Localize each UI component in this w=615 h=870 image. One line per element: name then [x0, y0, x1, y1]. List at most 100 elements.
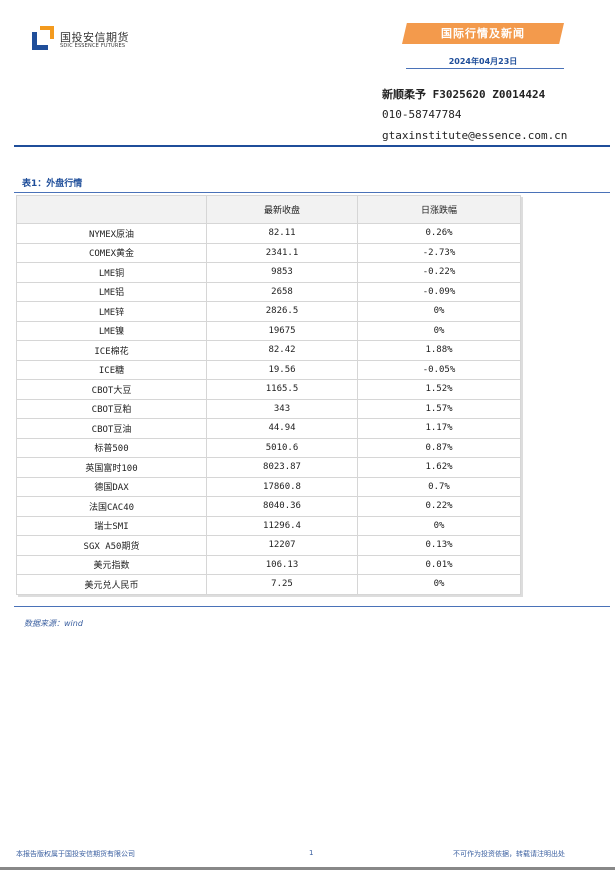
latest-close: 2826.5	[206, 301, 358, 322]
latest-close: 5010.6	[206, 437, 358, 458]
daily-change: 0.7%	[357, 476, 521, 497]
latest-close: 82.11	[206, 223, 358, 244]
daily-change: 0%	[357, 301, 521, 322]
daily-change: 0%	[357, 574, 521, 595]
latest-close: 106.13	[206, 554, 358, 575]
contact-phone: 010-58747784	[382, 108, 462, 121]
table-row: NYMEX原油 82.11 0.26%	[16, 223, 521, 244]
market-table: 最新收盘 日涨跌幅 NYMEX原油 82.11 0.26% COMEX黄金 2341.1…	[16, 195, 521, 595]
daily-change: 0%	[357, 515, 521, 536]
table-row: 标普500 5010.6 0.87%	[16, 437, 521, 458]
footer-rule	[0, 867, 615, 870]
table-title: 表1：外盘行情	[22, 179, 83, 189]
footer-copyright: 本报告版权属于国投安信期货有限公司	[16, 850, 135, 858]
contact-email[interactable]: gtaxinstitute@essence.com.cn	[382, 129, 568, 142]
instrument-name: 德国DAX	[16, 476, 207, 497]
table-row: LME铜 9853 -0.22%	[16, 262, 521, 283]
instrument-name: 标普500	[16, 437, 207, 458]
analyst-info: 新顺柔予 F3025620 Z0014424	[382, 88, 546, 101]
daily-change: 1.88%	[357, 340, 521, 361]
instrument-name: LME铝	[16, 281, 207, 302]
column-header-close: 最新收盘	[206, 195, 358, 224]
table-row: SGX A50期货 12207 0.13%	[16, 535, 521, 556]
latest-close: 343	[206, 398, 358, 419]
table-row: 美元兑人民币 7.25 0%	[16, 574, 521, 595]
table-row: LME镍 19675 0%	[16, 320, 521, 341]
table-bottom-rule	[14, 606, 610, 607]
daily-change: 0.26%	[357, 223, 521, 244]
latest-close: 12207	[206, 535, 358, 556]
latest-close: 7.25	[206, 574, 358, 595]
logo-text-cn: 国投安信期货	[60, 31, 129, 44]
instrument-name: 瑞士SMI	[16, 515, 207, 536]
daily-change: -0.05%	[357, 359, 521, 380]
daily-change: 0.22%	[357, 496, 521, 517]
instrument-name: 美元兑人民币	[16, 574, 207, 595]
table-row: CBOT豆油 44.94 1.17%	[16, 418, 521, 439]
company-logo: 国投安信期货 SDIC ESSENCE FUTURES	[32, 26, 142, 54]
instrument-name: 美元指数	[16, 554, 207, 575]
instrument-name: LME锌	[16, 301, 207, 322]
instrument-name: LME铜	[16, 262, 207, 283]
instrument-name: COMEX黄金	[16, 242, 207, 263]
latest-close: 2341.1	[206, 242, 358, 263]
latest-close: 11296.4	[206, 515, 358, 536]
latest-close: 8023.87	[206, 457, 358, 478]
table-row: CBOT大豆 1165.5 1.52%	[16, 379, 521, 400]
instrument-name: 法国CAC40	[16, 496, 207, 517]
table-row: 瑞士SMI 11296.4 0%	[16, 515, 521, 536]
instrument-name: 英国富时100	[16, 457, 207, 478]
table-row: COMEX黄金 2341.1 -2.73%	[16, 242, 521, 263]
latest-close: 9853	[206, 262, 358, 283]
instrument-name: NYMEX原油	[16, 223, 207, 244]
table-top-rule	[14, 192, 610, 193]
table-header-row: 最新收盘 日涨跌幅	[16, 195, 521, 224]
header-divider	[14, 145, 610, 147]
instrument-name: CBOT豆油	[16, 418, 207, 439]
latest-close: 17860.8	[206, 476, 358, 497]
instrument-name: ICE糖	[16, 359, 207, 380]
table-row: 德国DAX 17860.8 0.7%	[16, 476, 521, 497]
daily-change: 1.17%	[357, 418, 521, 439]
daily-change: 1.62%	[357, 457, 521, 478]
daily-change: 0.87%	[357, 437, 521, 458]
report-type-banner: 国际行情及新闻	[402, 23, 564, 44]
latest-close: 82.42	[206, 340, 358, 361]
table-row: 英国富时100 8023.87 1.62%	[16, 457, 521, 478]
latest-close: 2658	[206, 281, 358, 302]
table-row: 法国CAC40 8040.36 0.22%	[16, 496, 521, 517]
data-source-note: 数据来源：wind	[24, 619, 83, 628]
instrument-name: LME镍	[16, 320, 207, 341]
daily-change: -0.22%	[357, 262, 521, 283]
daily-change: 1.52%	[357, 379, 521, 400]
table-row: ICE棉花 82.42 1.88%	[16, 340, 521, 361]
latest-close: 44.94	[206, 418, 358, 439]
daily-change: -0.09%	[357, 281, 521, 302]
column-header-change: 日涨跌幅	[357, 195, 521, 224]
instrument-name: CBOT豆粕	[16, 398, 207, 419]
logo-mark-icon	[32, 26, 54, 50]
instrument-name: SGX A50期货	[16, 535, 207, 556]
latest-close: 1165.5	[206, 379, 358, 400]
date-underline	[406, 68, 564, 69]
daily-change: 0.13%	[357, 535, 521, 556]
latest-close: 19675	[206, 320, 358, 341]
instrument-name: CBOT大豆	[16, 379, 207, 400]
daily-change: 0.01%	[357, 554, 521, 575]
table-row: CBOT豆粕 343 1.57%	[16, 398, 521, 419]
latest-close: 8040.36	[206, 496, 358, 517]
report-date: 2024年04月23日	[448, 57, 518, 66]
instrument-name: ICE棉花	[16, 340, 207, 361]
column-header-name	[16, 195, 207, 224]
page-number: 1	[309, 849, 314, 857]
daily-change: 0%	[357, 320, 521, 341]
logo-text-en: SDIC ESSENCE FUTURES	[60, 43, 126, 49]
daily-change: -2.73%	[357, 242, 521, 263]
table-row: 美元指数 106.13 0.01%	[16, 554, 521, 575]
latest-close: 19.56	[206, 359, 358, 380]
daily-change: 1.57%	[357, 398, 521, 419]
table-row: LME锌 2826.5 0%	[16, 301, 521, 322]
table-row: ICE糖 19.56 -0.05%	[16, 359, 521, 380]
table-row: LME铝 2658 -0.09%	[16, 281, 521, 302]
footer-disclaimer: 不可作为投资依据，转载请注明出处	[453, 850, 565, 858]
